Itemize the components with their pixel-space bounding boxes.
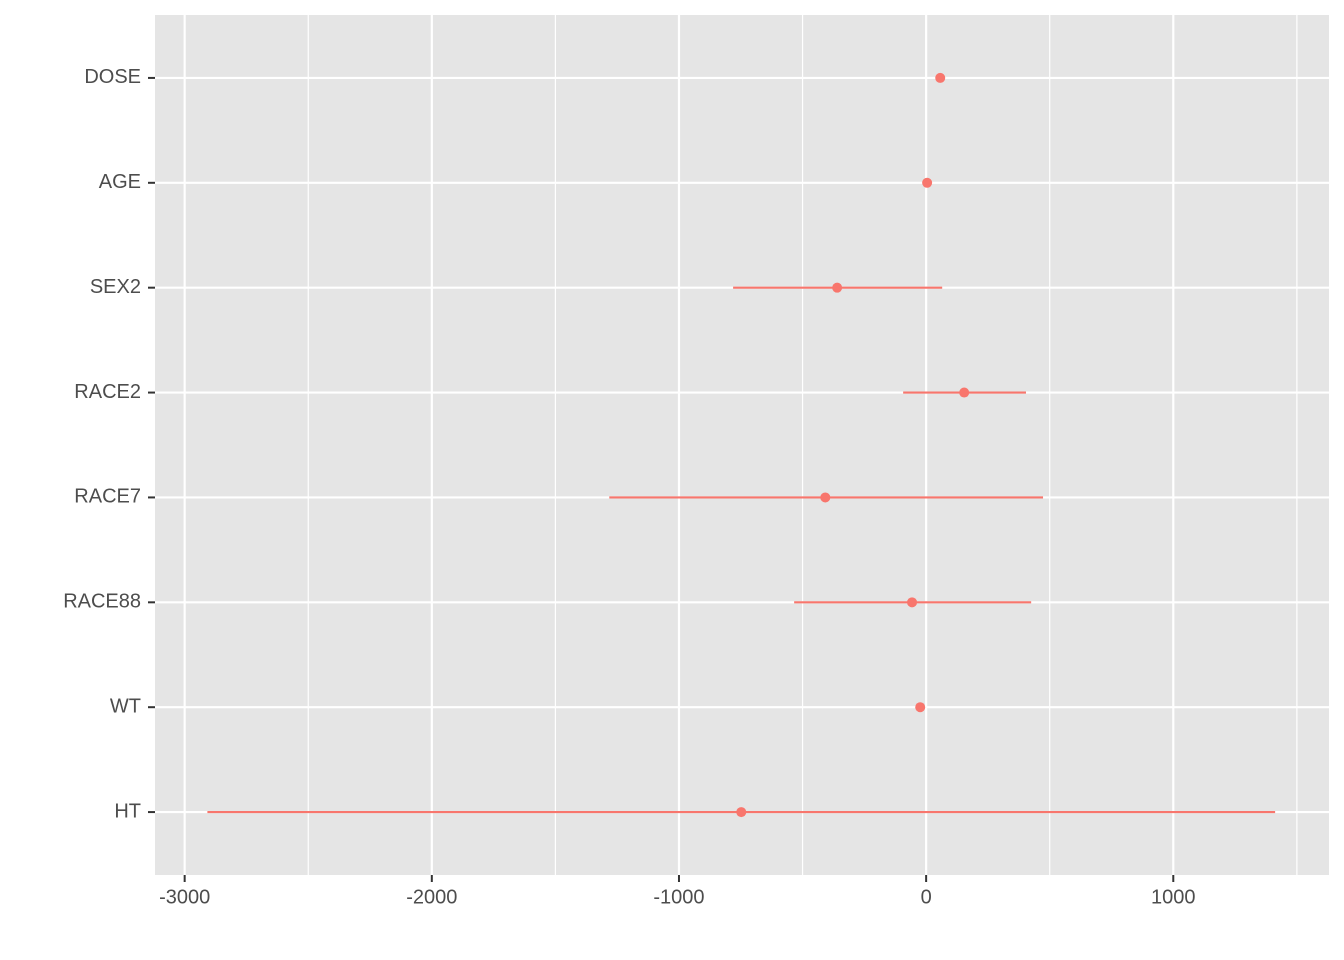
point — [736, 807, 747, 818]
y-tick-label: AGE — [99, 171, 141, 193]
y-tick-label: HT — [114, 800, 141, 822]
y-tick-label: RACE88 — [63, 591, 141, 613]
y-tick-label: SEX2 — [90, 276, 141, 298]
point — [935, 72, 946, 83]
x-tick-label: -3000 — [159, 886, 210, 908]
y-tick-label: RACE7 — [74, 486, 141, 508]
point — [820, 492, 831, 503]
point — [922, 177, 933, 188]
point — [915, 702, 926, 713]
x-tick-label: 1000 — [1151, 886, 1196, 908]
y-tick-label: RACE2 — [74, 381, 141, 403]
panel — [155, 15, 1329, 875]
x-tick-label: 0 — [921, 886, 932, 908]
point — [959, 387, 970, 398]
y-tick-label: DOSE — [84, 66, 141, 88]
y-tick-label: WT — [110, 695, 141, 717]
point — [907, 597, 918, 608]
x-tick-label: -1000 — [653, 886, 704, 908]
x-tick-label: -2000 — [406, 886, 457, 908]
point — [832, 282, 843, 293]
